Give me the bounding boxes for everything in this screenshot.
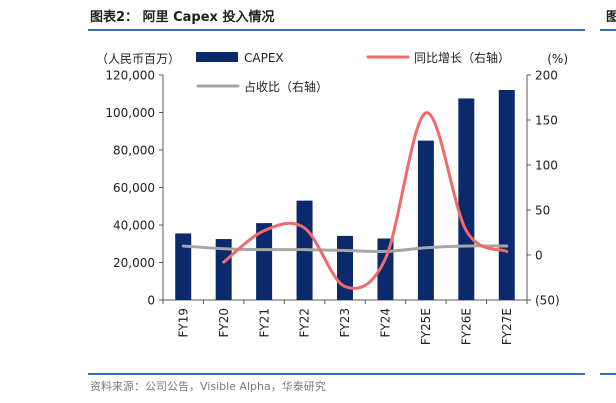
capex-bar	[498, 90, 515, 300]
capex-bar	[215, 239, 232, 300]
left-axis-tick-label: 100,000	[105, 106, 155, 120]
x-axis-category-label: FY20	[217, 308, 231, 338]
x-axis-category-label: FY26E	[460, 308, 474, 345]
legend-label-yoy-growth: 同比增长（右轴）	[414, 50, 510, 65]
capex-bar	[337, 235, 353, 300]
right-axis-tick-label: 0	[535, 249, 543, 263]
capex-bar	[175, 233, 192, 300]
capex-chart: 0 20,000 40,000 60,000 80,000 100,000 120,000 (…	[96, 50, 568, 345]
left-axis-unit-label: （人民币百万）	[96, 52, 180, 66]
legend-swatch-capex	[196, 52, 238, 62]
x-axis-category-label: FY27E	[500, 308, 514, 345]
right-axis-tick-label: 200	[535, 69, 558, 83]
left-axis-tick-label: 40,000	[113, 219, 155, 233]
capex-bar	[417, 140, 434, 300]
x-axis-category-label: FY19	[176, 308, 190, 338]
capex-to-revenue-line	[181, 244, 509, 254]
source-divider	[88, 373, 585, 375]
capex-bar	[377, 238, 394, 300]
capex-bar	[458, 98, 475, 300]
capex-bar	[256, 223, 273, 300]
figure-title: 图表2： 阿里 Capex 投入情况	[90, 10, 275, 25]
left-axis-tick-label: 120,000	[105, 69, 155, 83]
right-axis-tick-label: 100	[535, 159, 558, 173]
yoy-growth-line	[222, 111, 509, 290]
right-axis-tick-label: (50)	[535, 294, 560, 308]
legend-label-capex: CAPEX	[244, 51, 284, 65]
source-note: 资料来源：公司公告，Visible Alpha，华泰研究	[90, 380, 326, 393]
left-axis-tick-label: 20,000	[113, 256, 155, 270]
x-axis-category-label: FY21	[257, 308, 271, 338]
next-figure-title-fragment: 图	[606, 10, 616, 22]
next-figure-source-divider	[600, 373, 616, 375]
right-axis-tick-label: 150	[535, 114, 558, 128]
left-axis-tick-label: 80,000	[113, 144, 155, 158]
left-axis-tick-label: 0	[147, 294, 155, 308]
x-axis-category-label: FY23	[338, 308, 352, 338]
x-axis-category-label: FY24	[379, 308, 393, 338]
title-divider	[88, 29, 585, 31]
legend-label-capex-to-revenue: 占收比（右轴）	[244, 79, 328, 94]
right-axis-unit-label: (%)	[547, 52, 568, 66]
x-axis-category-label: FY22	[298, 308, 312, 338]
x-axis-category-label: FY25E	[419, 308, 433, 345]
next-figure-divider	[600, 29, 616, 31]
right-axis-tick-label: 50	[535, 204, 550, 218]
left-axis-tick-label: 60,000	[113, 181, 155, 195]
